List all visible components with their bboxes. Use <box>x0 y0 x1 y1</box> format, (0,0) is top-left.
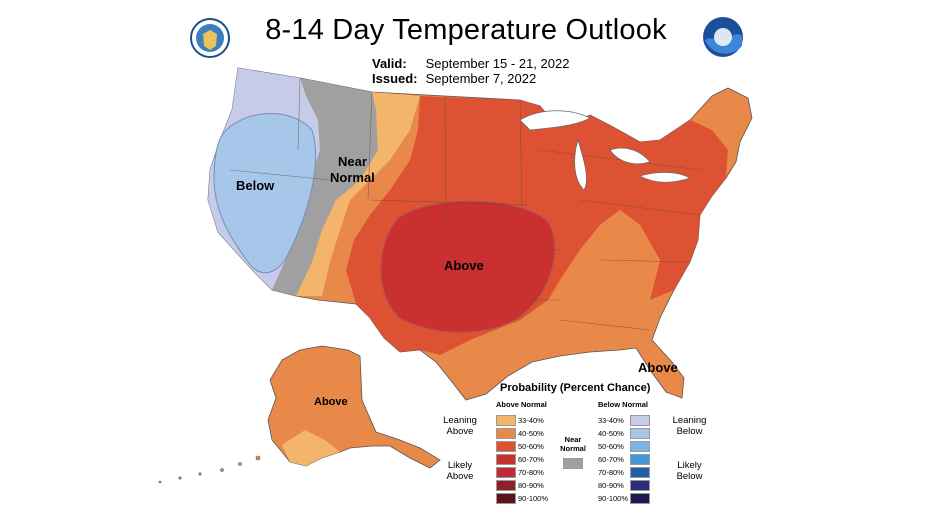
legend-leaning-above: Leaning Above <box>443 415 477 437</box>
legend-above-label-0: 33-40% <box>518 416 544 425</box>
legend-above-label-1: 40-50% <box>518 429 544 438</box>
map-label-near: Near <box>338 154 367 169</box>
legend-leaning-below: Leaning Below <box>672 415 707 437</box>
legend-below-swatch-0 <box>630 415 650 426</box>
legend-below-label-1: 40-50% <box>598 429 624 438</box>
legend-likely-above: Likely Above <box>446 460 474 482</box>
legend: Probability (Percent Chance) Above Norma… <box>430 382 720 507</box>
noaa-logo-icon <box>703 17 743 57</box>
legend-below-swatch-3 <box>630 454 650 465</box>
legend-below-swatch-2 <box>630 441 650 452</box>
legend-above-head: Above Normal <box>496 400 547 409</box>
legend-above-swatch-2 <box>496 441 516 452</box>
legend-below-label-6: 90-100% <box>598 494 629 503</box>
legend-above-label-5: 80-90% <box>518 481 544 490</box>
issued-label: Issued: <box>372 71 418 86</box>
legend-above-swatch-4 <box>496 467 516 478</box>
legend-above-swatch-0 <box>496 415 516 426</box>
legend-near-swatch <box>563 458 583 469</box>
legend-above-label-3: 60-70% <box>518 455 544 464</box>
above-core <box>380 200 556 333</box>
legend-below-swatch-6 <box>630 493 650 504</box>
legend-above-swatch-1 <box>496 428 516 439</box>
legend-below-label-3: 60-70% <box>598 455 624 464</box>
below-normal-oval <box>213 113 317 274</box>
map-label-above-alaska: Above <box>314 396 348 408</box>
valid-label: Valid: <box>372 56 407 71</box>
map-label-above-center: Above <box>444 258 484 273</box>
date-info: Valid: September 15 - 21, 2022 Issued: S… <box>372 56 569 86</box>
legend-above-swatch-3 <box>496 454 516 465</box>
map-label-below: Below <box>236 178 275 193</box>
valid-dates: September 15 - 21, 2022 <box>425 56 570 71</box>
page-title: 8-14 Day Temperature Outlook <box>265 14 667 46</box>
map-label-above-florida: Above <box>638 360 678 375</box>
legend-title: Probability (Percent Chance) <box>500 382 651 394</box>
legend-below-label-2: 50-60% <box>598 442 624 451</box>
legend-above-swatch-6 <box>496 493 516 504</box>
legend-below-label-4: 70-80% <box>598 468 624 477</box>
legend-below-swatch-1 <box>630 428 650 439</box>
legend-likely-below: Likely Below <box>676 460 703 482</box>
legend-above-label-2: 50-60% <box>518 442 544 451</box>
legend-below-label-0: 33-40% <box>598 416 624 425</box>
legend-near-normal: Near Normal <box>560 435 586 453</box>
legend-above-label-4: 70-80% <box>518 468 544 477</box>
legend-below-head: Below Normal <box>598 400 649 409</box>
map-label-normal: Normal <box>330 170 375 185</box>
commerce-seal-icon <box>190 18 230 58</box>
legend-below-swatch-5 <box>630 480 650 491</box>
legend-above-label-6: 90-100% <box>518 494 549 503</box>
issued-date: September 7, 2022 <box>425 71 537 86</box>
legend-below-label-5: 80-90% <box>598 481 624 490</box>
legend-below-swatch-4 <box>630 467 650 478</box>
legend-above-swatch-5 <box>496 480 516 491</box>
